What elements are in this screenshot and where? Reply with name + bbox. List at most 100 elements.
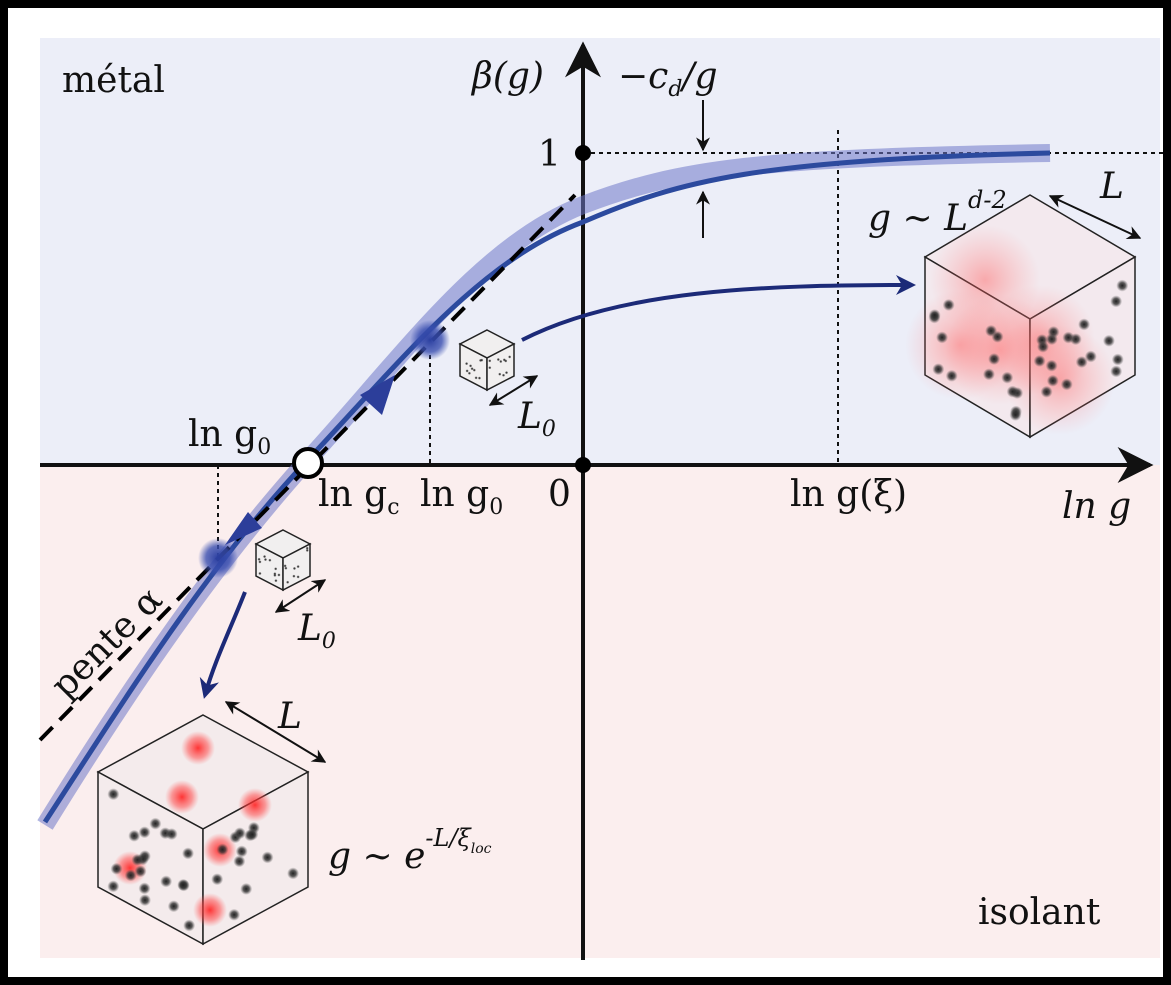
impurity (1078, 318, 1091, 331)
impurity (110, 862, 123, 875)
x-axis-label: ln g (1062, 486, 1131, 527)
impurity (107, 880, 120, 893)
impurity (498, 372, 502, 376)
mark-label: ln gc (318, 474, 400, 520)
impurity (1062, 331, 1075, 344)
impurity (292, 566, 297, 571)
law-label: g ∼ e-L/ξloc (328, 824, 492, 877)
impurity (165, 828, 178, 841)
impurity (263, 557, 268, 562)
axis-dot (575, 145, 591, 161)
impurity (1060, 378, 1073, 391)
flow-arrow (360, 375, 395, 415)
impurity (1116, 279, 1129, 292)
text: ln g (188, 414, 257, 455)
axis-dot (575, 457, 591, 473)
impurity (128, 829, 141, 842)
impurity (283, 564, 287, 568)
impurity (160, 875, 173, 888)
size-arrow (224, 701, 327, 763)
impurity (991, 330, 1004, 343)
impurity (277, 573, 281, 577)
impurity (149, 817, 162, 830)
sub: d (668, 77, 682, 102)
sub: 0 (542, 417, 556, 442)
impurity (501, 373, 506, 377)
size-label: L (277, 696, 302, 737)
impurity (274, 579, 278, 583)
impurity (258, 571, 262, 576)
impurity (1084, 350, 1097, 363)
impurity (138, 826, 151, 839)
impurity (1110, 295, 1123, 308)
impurity (261, 851, 274, 864)
impurity (1045, 359, 1058, 372)
impurity (182, 847, 195, 860)
impurity (211, 873, 224, 886)
impurity (928, 309, 941, 322)
impurity (474, 376, 478, 380)
impurity (1009, 408, 1022, 421)
impurity (177, 878, 190, 891)
blue-point (410, 320, 450, 360)
impurity (488, 366, 492, 370)
mark-label: ln g0 (420, 474, 503, 520)
beta-curve (42, 150, 1051, 824)
impurity (1001, 371, 1014, 384)
impurity (1006, 385, 1019, 398)
size-label: L (1099, 166, 1124, 207)
localized-state (193, 893, 227, 927)
size-arrow (274, 579, 327, 613)
impurity (138, 894, 151, 907)
size-label: L0 (297, 608, 336, 654)
impurity (286, 580, 290, 584)
fixed-point (292, 447, 324, 479)
impurity (233, 855, 246, 868)
law-label: g ∼ Ld-2 (868, 186, 1007, 239)
impurity (942, 298, 955, 311)
impurity (262, 554, 267, 559)
localized-state (181, 731, 215, 765)
impurity (1040, 385, 1053, 398)
sub: 0 (489, 495, 503, 520)
impurity (467, 371, 472, 375)
impurity (499, 359, 503, 364)
impurity (138, 882, 151, 895)
size-arrow (1048, 194, 1142, 240)
localized-state (238, 788, 272, 822)
sup: -L/ξ (425, 824, 472, 852)
impurity (124, 869, 137, 882)
sub: loc (471, 841, 492, 857)
impurity (496, 357, 500, 362)
localized-state (165, 780, 199, 814)
impurity (257, 557, 261, 561)
impurity (508, 355, 512, 359)
cd-label: −cd/g (618, 56, 718, 102)
impurity (131, 853, 144, 866)
impurity (1033, 354, 1046, 367)
size-arrows (224, 194, 1142, 763)
text: L (517, 396, 542, 437)
zoom-arrow (521, 275, 916, 342)
impurity (296, 575, 300, 579)
impurity (292, 574, 296, 578)
impurity (134, 865, 147, 878)
impurity (240, 882, 253, 895)
sup: d-2 (968, 186, 1007, 214)
mark-label: ln g(ξ) (790, 474, 907, 515)
region-label: métal (62, 60, 165, 101)
impurity (464, 362, 469, 366)
text: g ∼ e (328, 836, 425, 877)
tick-label: 0 (548, 474, 571, 515)
impurity (936, 331, 949, 344)
region-label: isolant (978, 892, 1101, 933)
impurity (305, 546, 309, 550)
mark-label: ln g0 (188, 414, 271, 460)
impurity (228, 908, 241, 921)
text: /g (679, 56, 717, 97)
flow-arrow (225, 512, 262, 545)
impurity (258, 560, 262, 564)
impurity (988, 353, 1001, 366)
impurity (107, 788, 120, 801)
